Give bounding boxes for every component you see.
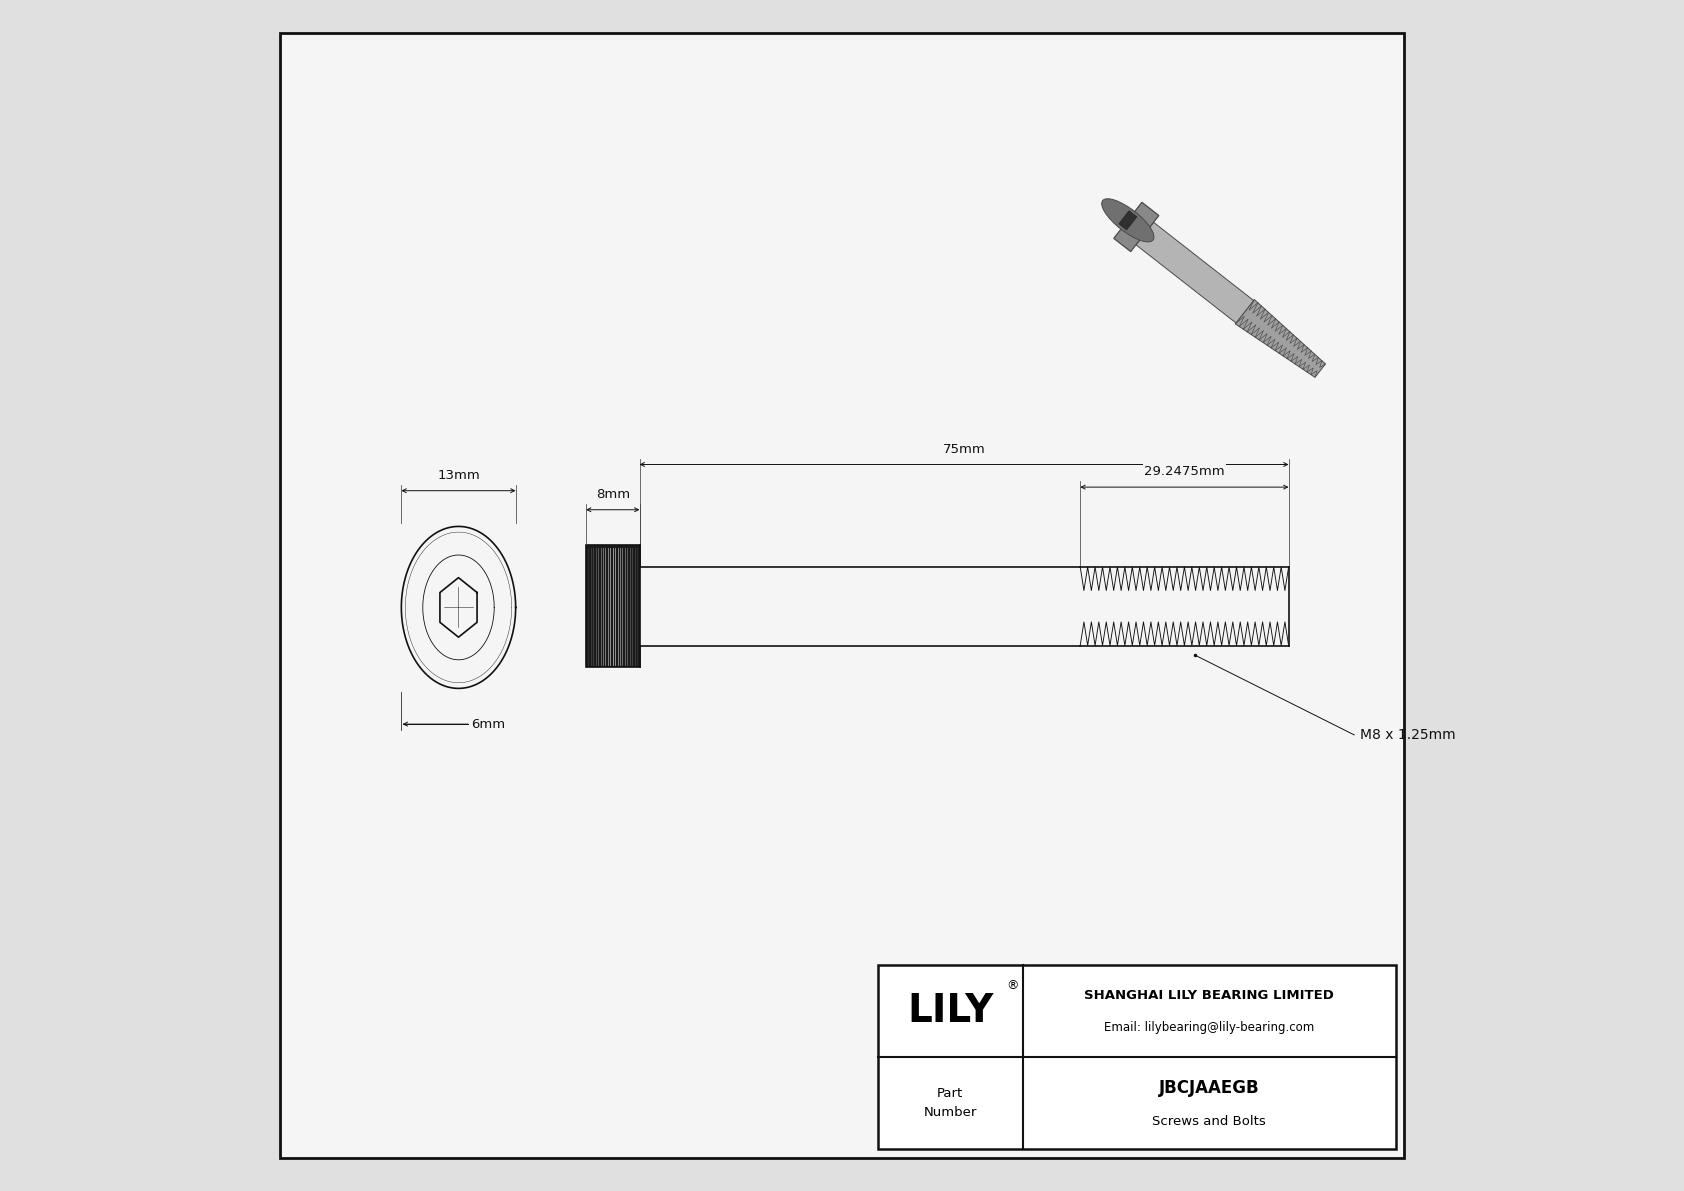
Text: 29.2475mm: 29.2475mm: [1143, 466, 1224, 478]
Text: Part
Number: Part Number: [923, 1087, 977, 1120]
Polygon shape: [1118, 211, 1137, 230]
Text: JBCJAAEGB: JBCJAAEGB: [1159, 1079, 1260, 1097]
Polygon shape: [1137, 223, 1253, 323]
Text: ®: ®: [1005, 979, 1019, 992]
Polygon shape: [1236, 300, 1325, 378]
Bar: [877, 965, 1396, 1149]
Text: Email: lilybearing@lily-bearing.com: Email: lilybearing@lily-bearing.com: [1105, 1021, 1315, 1034]
Text: 13mm: 13mm: [438, 469, 480, 481]
Text: 75mm: 75mm: [943, 443, 985, 455]
Bar: [586, 545, 640, 667]
Text: Screws and Bolts: Screws and Bolts: [1152, 1115, 1266, 1128]
Text: SHANGHAI LILY BEARING LIMITED: SHANGHAI LILY BEARING LIMITED: [1084, 989, 1334, 1002]
Text: 6mm: 6mm: [472, 718, 505, 730]
Text: M8 x 1.25mm: M8 x 1.25mm: [1361, 728, 1455, 742]
Polygon shape: [1113, 202, 1159, 251]
Text: 8mm: 8mm: [596, 488, 630, 500]
Ellipse shape: [1101, 199, 1154, 242]
Text: LILY: LILY: [908, 992, 994, 1030]
